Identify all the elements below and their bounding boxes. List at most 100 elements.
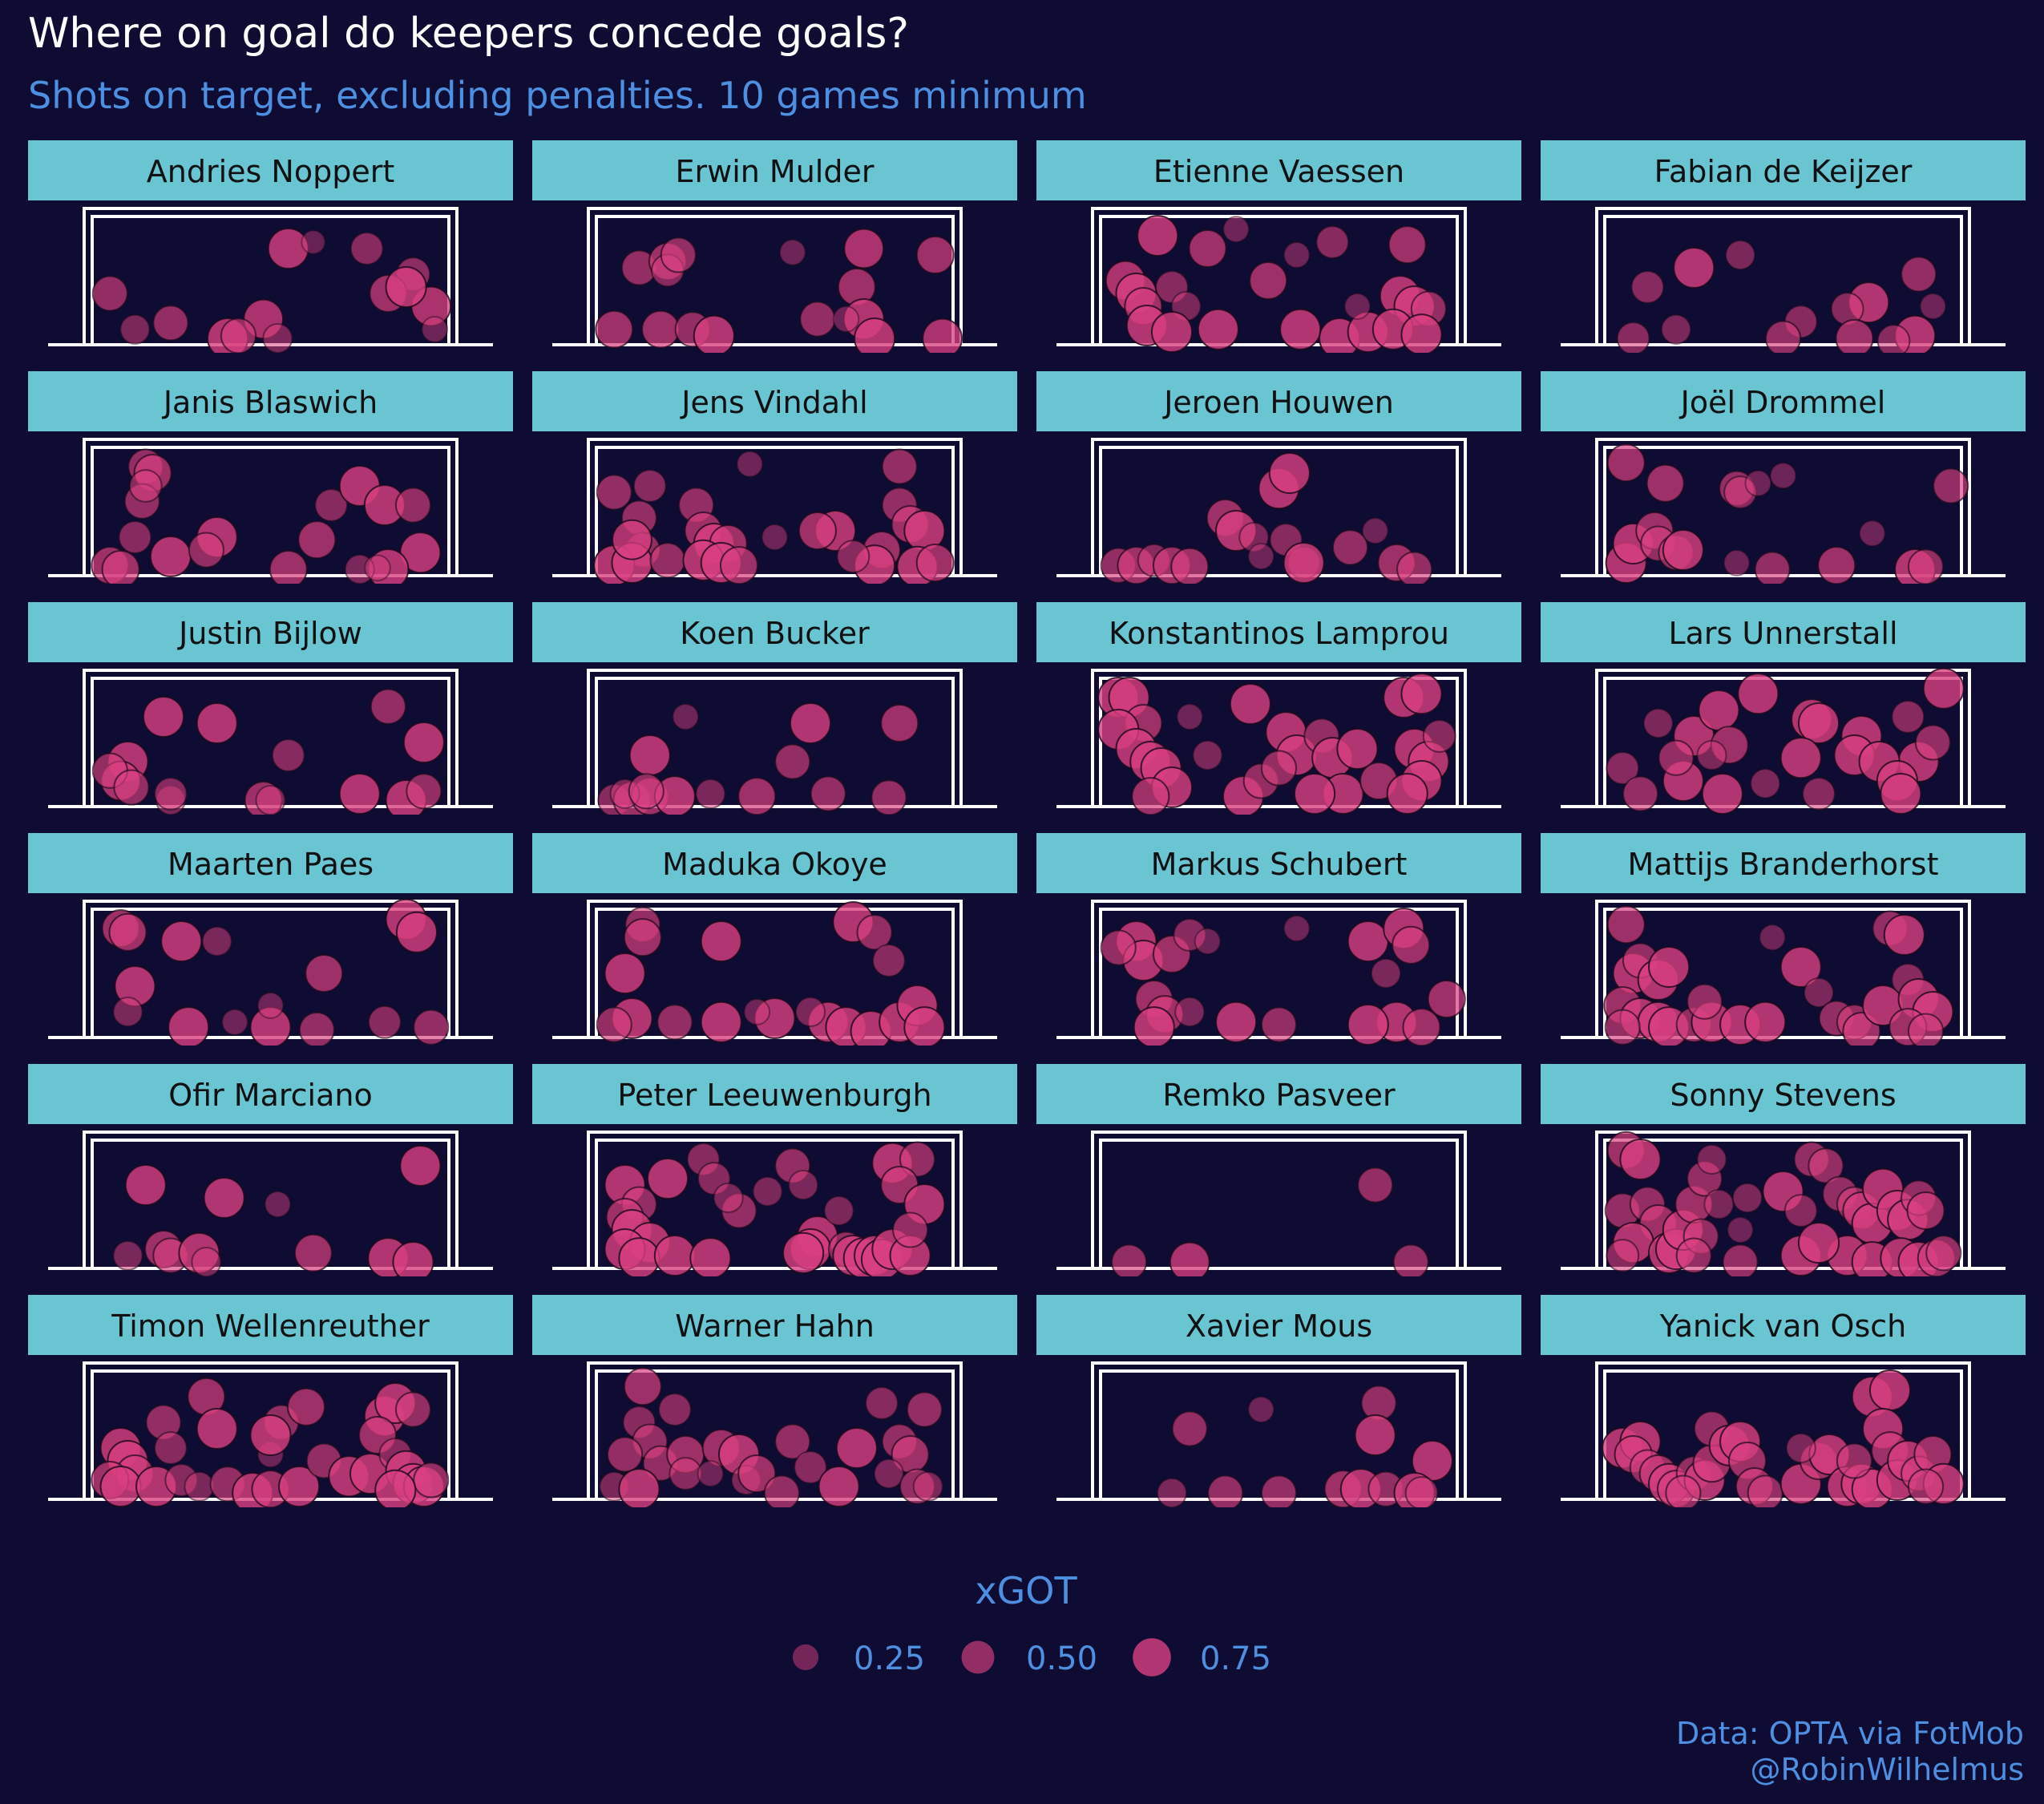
shot-point [184,1470,215,1503]
shot-point [1687,983,1723,1020]
shot-point [1171,1410,1208,1447]
shot-point [1343,293,1371,320]
shot-point [1907,1013,1945,1046]
shot-point [119,313,151,345]
shot-point [612,519,652,560]
shot-point [1785,1432,1816,1464]
shot-point [810,775,846,812]
shot-point [1914,724,1951,761]
shot-point [1933,467,1969,504]
shot-point [1698,689,1740,732]
shot-point [1648,945,1691,989]
author-credit: @RobinWilhelmus [1750,1752,2024,1787]
shot-point [1703,1188,1735,1220]
shot-point [255,784,286,815]
shot-point [249,1414,292,1457]
shot-point [689,1237,732,1276]
shot-point [778,238,806,266]
panel-strip [1541,371,2026,431]
shot-point [915,235,955,275]
shot-point [1260,750,1298,787]
shot-point [1170,547,1210,584]
panel-title: Sonny Stevens [1670,1078,1896,1113]
panel-strip [1036,1295,1521,1355]
shot-point [873,1458,904,1490]
shot-point [1858,520,1886,548]
shot-point [1192,739,1223,771]
shot-point [799,301,836,338]
shot-point [1673,246,1715,289]
shot-point [1630,270,1665,304]
panel-title: Jens Vindahl [680,385,867,420]
shot-point [1386,772,1428,815]
panel: Konstantinos Lamprou [1036,602,1521,815]
shot-point [374,1469,417,1507]
shot-point [1891,700,1925,734]
panel: Xavier Mous [1036,1295,1521,1507]
legend-label: 0.75 [1200,1640,1271,1677]
shot-point [607,1436,644,1473]
shot-point [1731,1182,1763,1214]
shot-point [1361,517,1389,544]
shot-point [752,1175,783,1207]
shot-point [623,1367,662,1406]
panel: Maarten Paes [28,833,513,1046]
panel-title: Konstantinos Lamprou [1109,616,1449,651]
shot-point [349,232,384,265]
panel: Jeroen Houwen [1036,371,1521,584]
data-credit: Data: OPTA via FotMob [1676,1716,2024,1751]
shot-point [293,1233,333,1272]
shot-point [1606,751,1640,785]
shot-point [1388,225,1427,265]
shot-point [1701,772,1743,815]
shot-point [1868,1369,1912,1412]
panel: Mattijs Branderhorst [1541,833,2026,1046]
shot-point [1642,707,1674,739]
shot-point [1260,1006,1298,1043]
shot-point [1754,551,1791,584]
shot-point [737,777,777,815]
shot-point [188,532,224,568]
shot-point [1883,913,1925,957]
shot-point [794,1450,827,1484]
shot-point [653,1234,696,1276]
shot-point [395,911,438,953]
panel-strip [532,1295,1017,1355]
shot-point [1696,1143,1727,1175]
shot-point [1835,318,1874,353]
chart-subtitle: Shots on target, excluding penalties. 10… [28,74,1087,117]
shot-point [1907,548,1945,584]
shot-point [737,1454,777,1494]
shot-point [1176,703,1204,730]
chart-title: Where on goal do keepers concede goals? [28,10,909,58]
shot-point [1722,1244,1759,1276]
shot-point [1803,977,1835,1009]
panel: Jens Vindahl [532,371,1017,584]
shot-point [1747,1474,1783,1507]
shot-point [201,925,232,957]
shot-point [1906,1191,1945,1231]
shot-point [1283,541,1325,584]
shot-point [1759,924,1786,952]
shot-point [660,237,697,273]
shot-point [700,920,742,963]
panel-title: Warner Hahn [675,1309,875,1344]
shot-point [719,546,759,584]
shot-point [128,469,163,503]
panel: Koen Bucker [532,602,1017,815]
panel: Lars Unnerstall [1541,602,2026,815]
shot-point [406,773,442,810]
shot-point [370,688,406,725]
panel: Remko Pasveer [1036,1064,1521,1276]
shot-point [693,314,735,353]
panel-title: Maarten Paes [168,847,374,882]
shot-point [1247,1396,1275,1423]
shot-point [604,952,646,995]
panel-title: Yanick van Osch [1659,1309,1907,1344]
shot-point [835,1426,878,1470]
goal-frame [552,207,997,346]
panel: Sonny Stevens [1541,1064,2026,1276]
shot-point [1283,241,1311,269]
shot-point [1737,673,1779,715]
shot-point [286,1387,326,1426]
